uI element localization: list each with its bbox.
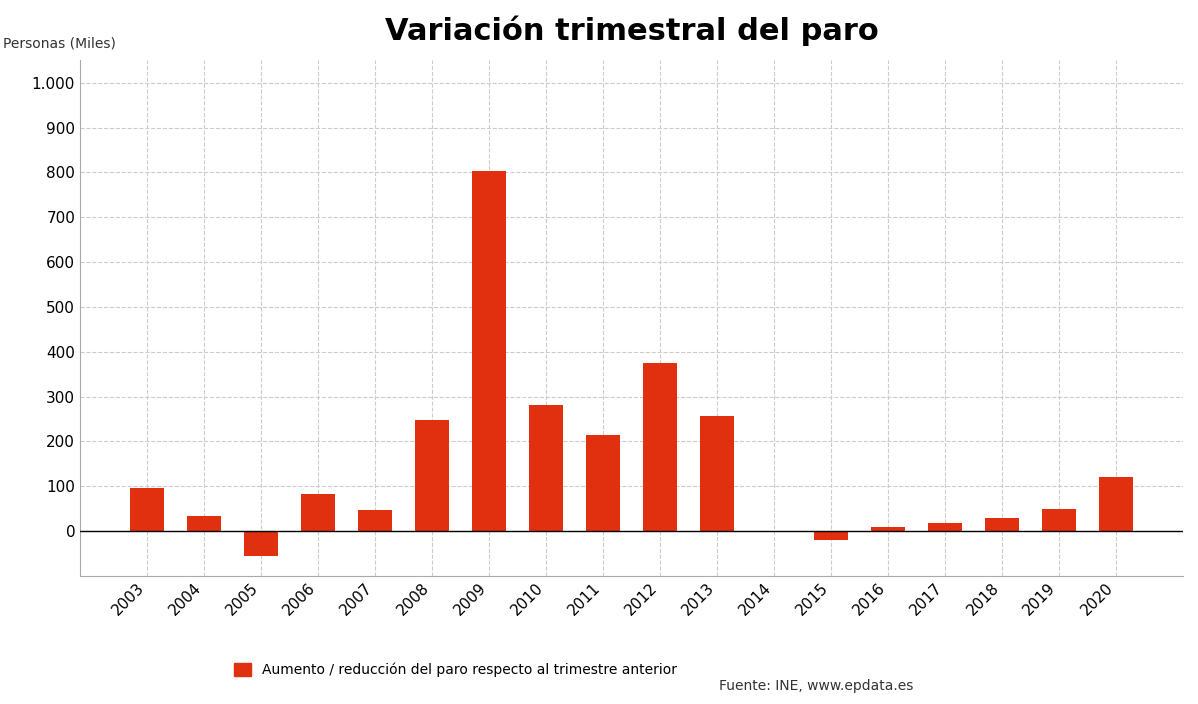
Title: Variación trimestral del paro: Variación trimestral del paro — [385, 15, 878, 46]
Bar — [586, 434, 621, 531]
Bar — [1099, 477, 1133, 531]
Bar — [871, 527, 904, 531]
Bar — [244, 531, 278, 555]
Bar — [187, 516, 222, 531]
Bar — [927, 523, 962, 531]
Bar — [415, 420, 449, 531]
Bar — [813, 531, 848, 540]
Bar — [985, 517, 1019, 531]
Bar — [131, 489, 164, 531]
Text: Personas (Miles): Personas (Miles) — [2, 36, 116, 50]
Legend: Aumento / reducción del paro respecto al trimestre anterior: Aumento / reducción del paro respecto al… — [229, 658, 682, 683]
Bar — [358, 510, 392, 531]
Text: Fuente: INE, www.epdata.es: Fuente: INE, www.epdata.es — [719, 679, 913, 693]
Bar — [472, 172, 506, 531]
Bar — [1042, 508, 1076, 531]
Bar — [301, 494, 335, 531]
Bar — [700, 416, 734, 531]
Bar — [643, 363, 677, 531]
Bar — [530, 405, 563, 531]
